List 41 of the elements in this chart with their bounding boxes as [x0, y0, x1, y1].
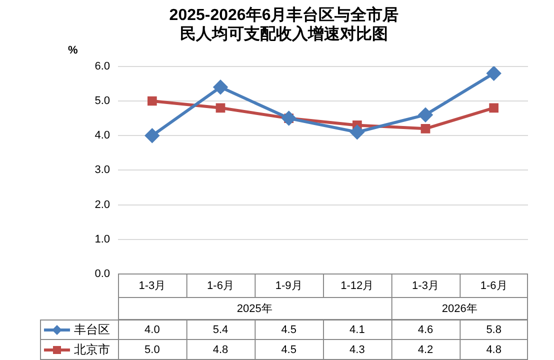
point — [486, 66, 501, 80]
data-label: 4.5 — [281, 324, 296, 336]
data-label: 4.3 — [350, 344, 365, 356]
data-label: 4.5 — [281, 344, 296, 356]
legend-label: 丰台区 — [74, 322, 110, 336]
data-label: 5.8 — [486, 324, 502, 336]
data-label: 4.6 — [418, 324, 434, 336]
x-tick-label: 1-3月 — [412, 280, 439, 292]
point — [282, 111, 296, 126]
x-tick-label: 1-12月 — [340, 280, 374, 292]
point — [418, 108, 432, 122]
data-label: 4.8 — [486, 344, 502, 356]
point — [147, 96, 157, 106]
x-tick-label: 1-9月 — [275, 280, 302, 292]
x-tick-label: 1-3月 — [138, 280, 166, 292]
y-tick-label: 4.0 — [94, 130, 110, 142]
point — [489, 103, 499, 113]
point — [420, 124, 430, 134]
data-label: 4.1 — [350, 324, 365, 336]
x-tick-label: 1-6月 — [480, 280, 508, 292]
data-label: 5.0 — [144, 344, 160, 356]
text: 2026年 — [442, 303, 478, 316]
y-tick-label: 2.0 — [94, 198, 110, 211]
point — [350, 125, 364, 140]
data-label: 4.0 — [144, 324, 160, 336]
data-label: 5.4 — [212, 324, 228, 336]
y-tick-label: 0.0 — [94, 268, 110, 280]
x-tick-label: 1-6月 — [207, 280, 234, 292]
y-tick-label: 1.0 — [94, 233, 110, 246]
text: 2025年 — [236, 303, 272, 316]
chart-title: 2025-2026年6月丰台区与全市居民人均可支配收入增速对比图 — [169, 6, 399, 44]
legend-label: 北京市 — [74, 342, 110, 356]
y-tick-label: 6.0 — [94, 60, 110, 72]
point — [214, 80, 228, 94]
y-axis-title: % — [68, 44, 78, 56]
point — [216, 103, 226, 113]
point — [145, 128, 160, 143]
data-label: 4.8 — [212, 344, 228, 356]
data-label: 4.2 — [418, 344, 434, 356]
y-tick-label: 3.0 — [94, 164, 110, 176]
y-tick-label: 5.0 — [94, 95, 110, 108]
